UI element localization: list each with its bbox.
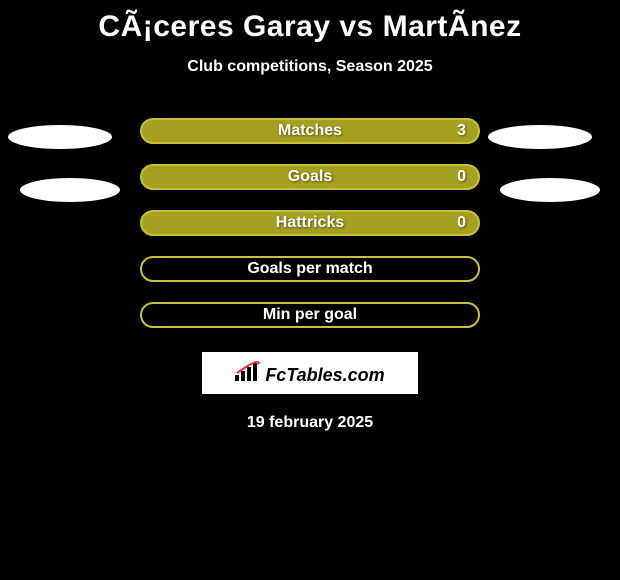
stat-bar: Goals 0	[140, 164, 480, 190]
stat-row: Goals per match	[0, 256, 620, 282]
stat-bar: Matches 3	[140, 118, 480, 144]
stat-bar: Hattricks 0	[140, 210, 480, 236]
stat-label: Min per goal	[263, 306, 357, 324]
stat-label: Matches	[278, 122, 342, 140]
stat-rows: Matches 3 Goals 0 Hattricks 0 Goals per match M…	[0, 118, 620, 328]
date-text: 19 february 2025	[0, 414, 620, 432]
stat-row: Min per goal	[0, 302, 620, 328]
logo: FcTables.com	[235, 361, 384, 386]
stat-label: Goals	[288, 168, 332, 186]
stat-bar: Goals per match	[140, 256, 480, 282]
stat-row: Matches 3	[0, 118, 620, 144]
logo-text: FcTables.com	[265, 365, 384, 386]
subtitle: Club competitions, Season 2025	[0, 58, 620, 76]
stat-value: 0	[457, 168, 466, 186]
logo-chart-icon	[235, 361, 261, 386]
stat-bar: Min per goal	[140, 302, 480, 328]
stat-value: 0	[457, 214, 466, 232]
stat-label: Hattricks	[276, 214, 344, 232]
canvas: CÃ¡ceres Garay vs MartÃ­nez Club competi…	[0, 0, 620, 580]
stat-row: Goals 0	[0, 164, 620, 190]
stat-label: Goals per match	[247, 260, 372, 278]
page-title: CÃ¡ceres Garay vs MartÃ­nez	[0, 10, 620, 44]
logo-box: FcTables.com	[202, 352, 418, 394]
stat-value: 3	[457, 122, 466, 140]
stat-row: Hattricks 0	[0, 210, 620, 236]
